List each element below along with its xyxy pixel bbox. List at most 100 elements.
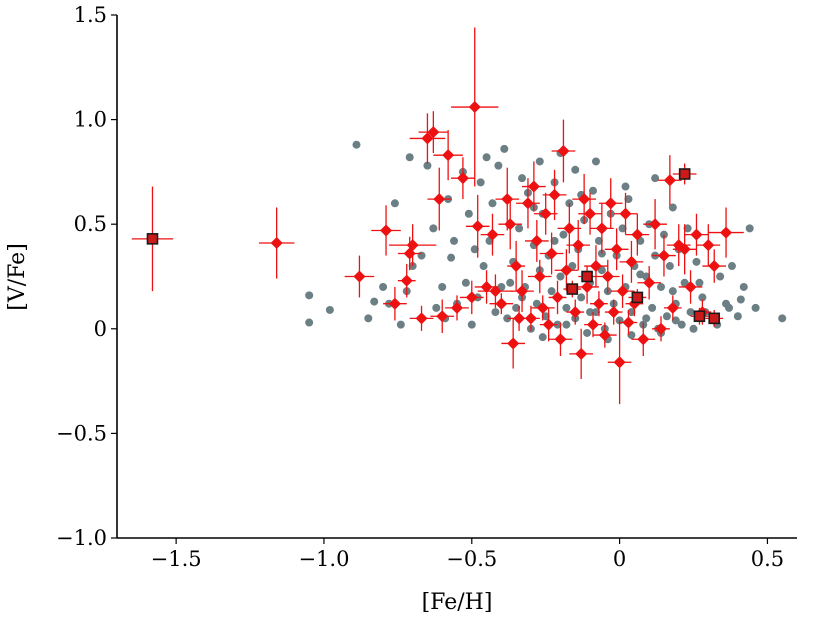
comparison-point bbox=[447, 253, 456, 262]
y-tick-label: −1.0 bbox=[56, 526, 107, 550]
sample-point bbox=[507, 337, 520, 350]
comparison-point bbox=[665, 262, 674, 271]
comparison-point bbox=[512, 303, 521, 312]
sample-point bbox=[536, 301, 549, 314]
comparison-point bbox=[725, 303, 733, 312]
sample-point bbox=[486, 228, 499, 241]
comparison-point bbox=[586, 308, 595, 317]
x-tick-label: 0 bbox=[613, 547, 626, 571]
highlight-points bbox=[131, 163, 724, 327]
sample-point bbox=[587, 318, 599, 331]
sample-point bbox=[663, 174, 676, 187]
comparison-point bbox=[470, 245, 479, 254]
comparison-point bbox=[642, 314, 651, 323]
sample-point bbox=[604, 197, 617, 210]
sample-point bbox=[521, 197, 534, 210]
comparison-point bbox=[624, 195, 633, 204]
sample-point bbox=[655, 322, 667, 335]
comparison-point bbox=[352, 140, 361, 149]
y-tick-label: 1.5 bbox=[74, 3, 107, 27]
comparison-point bbox=[677, 320, 686, 329]
sample-points bbox=[258, 27, 744, 405]
comparison-point bbox=[618, 224, 627, 233]
highlight-point bbox=[708, 312, 721, 325]
sample-point bbox=[551, 291, 564, 304]
highlight-point bbox=[631, 291, 644, 304]
comparison-point bbox=[689, 324, 698, 333]
sample-point bbox=[589, 260, 602, 273]
sample-point bbox=[465, 291, 478, 304]
comparison-point bbox=[597, 266, 606, 275]
highlight-point bbox=[566, 283, 579, 295]
sample-point bbox=[548, 188, 561, 201]
sample-point bbox=[684, 280, 697, 293]
sample-point bbox=[468, 101, 481, 114]
comparison-point bbox=[594, 236, 603, 245]
comparison-point bbox=[686, 308, 695, 317]
comparison-point bbox=[547, 287, 556, 296]
comparison-point bbox=[657, 282, 665, 291]
x-tick-label: 0.5 bbox=[751, 547, 784, 571]
comparison-point bbox=[461, 278, 470, 287]
comparison-point bbox=[636, 270, 645, 279]
comparison-point bbox=[417, 251, 426, 260]
sample-point bbox=[489, 285, 502, 298]
comparison-point bbox=[698, 293, 707, 302]
comparison-point bbox=[325, 305, 334, 314]
sample-point bbox=[708, 260, 721, 273]
sample-point bbox=[415, 312, 428, 325]
comparison-point bbox=[305, 291, 314, 300]
sample-point bbox=[421, 132, 434, 145]
comparison-point bbox=[589, 186, 597, 195]
x-tick-label: −1.5 bbox=[151, 547, 202, 571]
comparison-point bbox=[491, 308, 500, 317]
sample-point bbox=[631, 228, 644, 241]
sample-point bbox=[607, 306, 620, 319]
comparison-point bbox=[627, 308, 636, 317]
sample-point bbox=[601, 270, 614, 283]
sample-point bbox=[406, 239, 419, 252]
comparison-point bbox=[482, 153, 491, 162]
sample-point bbox=[649, 218, 662, 231]
comparison-point bbox=[568, 262, 577, 271]
sample-point bbox=[560, 264, 573, 277]
sample-point bbox=[598, 329, 611, 342]
comparison-point bbox=[494, 161, 503, 170]
comparison-point bbox=[467, 320, 476, 329]
comparison-point bbox=[648, 303, 657, 312]
comparison-point bbox=[745, 224, 754, 233]
highlight-point bbox=[693, 310, 706, 323]
comparison-point bbox=[671, 316, 680, 325]
y-tick-label: 1.0 bbox=[74, 108, 107, 132]
comparison-point bbox=[591, 157, 600, 166]
sample-point bbox=[442, 149, 455, 162]
comparison-point bbox=[423, 161, 432, 170]
comparison-point bbox=[506, 278, 515, 287]
sample-point bbox=[400, 274, 413, 287]
sample-point bbox=[702, 239, 715, 252]
y-axis-label: [V/Fe] bbox=[5, 243, 30, 311]
sample-point bbox=[569, 306, 582, 319]
comparison-point bbox=[577, 293, 586, 302]
sample-point bbox=[480, 280, 493, 293]
y-tick-label: −0.5 bbox=[56, 421, 107, 445]
comparison-point bbox=[562, 320, 571, 329]
sample-point bbox=[616, 285, 629, 298]
sample-point bbox=[657, 249, 670, 262]
highlight-point bbox=[581, 270, 593, 283]
comparison-point bbox=[405, 153, 414, 162]
sample-point bbox=[510, 260, 523, 273]
sample-point bbox=[678, 243, 691, 256]
comparison-point bbox=[651, 174, 660, 183]
comparison-point bbox=[627, 331, 636, 340]
comparison-point bbox=[727, 262, 736, 271]
comparison-point bbox=[778, 314, 787, 323]
comparison-point bbox=[538, 333, 547, 342]
sample-point bbox=[516, 285, 529, 298]
y-tick-label: 0 bbox=[94, 317, 107, 341]
sample-point bbox=[495, 297, 508, 310]
comparison-point bbox=[390, 199, 399, 208]
comparison-point bbox=[515, 224, 524, 233]
sample-point bbox=[542, 318, 555, 331]
comparison-point bbox=[535, 157, 544, 166]
